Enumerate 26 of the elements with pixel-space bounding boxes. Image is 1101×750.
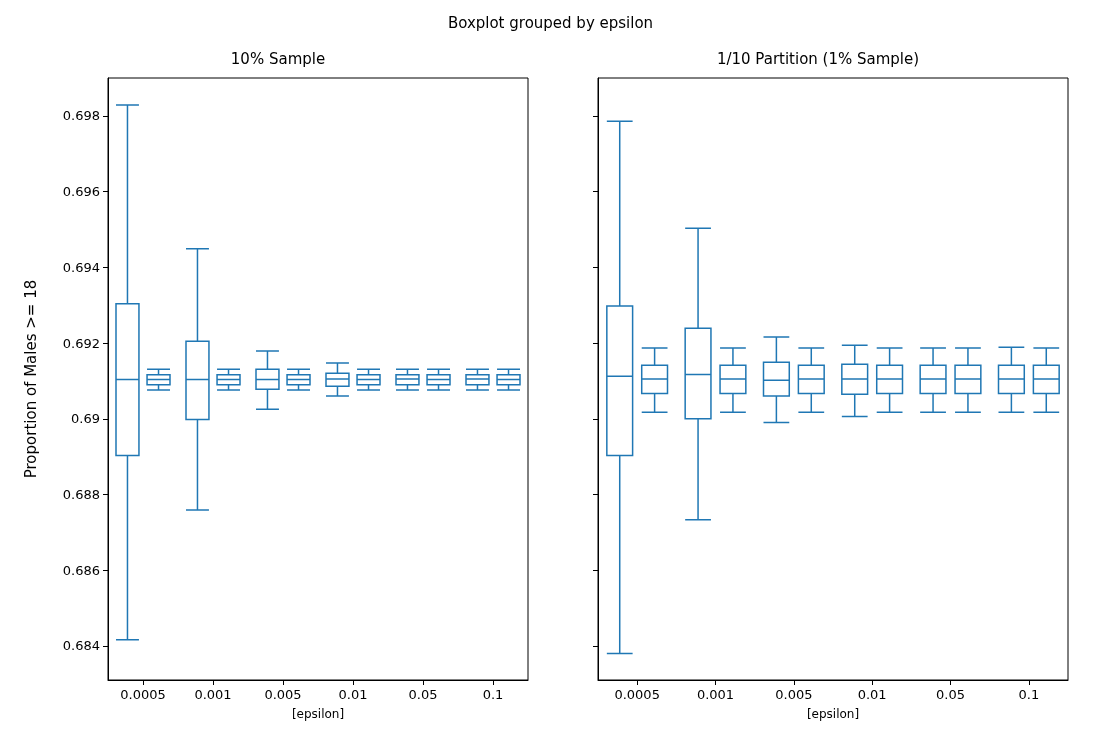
x-axis-title: [epsilon] [291,707,345,721]
x-tick-label: 0.001 [194,687,232,702]
y-tick-label: 0.688 [62,486,100,502]
x-tick-label: 0.001 [696,687,735,702]
x-tick-label: 0.005 [775,687,813,702]
x-tick-label: 0.1 [482,687,504,702]
y-tick-label: 0.686 [62,562,100,578]
y-tick-label: 0.684 [62,638,100,654]
x-tick-label: 0.0005 [120,687,166,702]
y-tick-label: 0.692 [62,335,100,351]
chart-title: 10% Sample [230,49,326,68]
x-tick-label: 0.1 [1018,687,1040,702]
x-tick-label: 0.005 [264,687,302,702]
y-tick-label: 0.694 [62,259,100,275]
x-tick-label: 0.05 [936,687,965,702]
chart-title: 1/10 Partition (1% Sample) [716,49,920,68]
text: Boxplot grouped by epsilon [447,14,654,32]
x-axis-title: [epsilon] [806,707,860,721]
x-tick-label: 0.0005 [614,687,660,702]
y-tick-label: 0.696 [62,184,100,200]
x-tick-label: 0.01 [338,687,368,702]
x-tick-label: 0.01 [857,687,887,702]
y-tick-label: 0.698 [62,108,100,124]
x-tick-label: 0.05 [408,687,438,702]
y-axis-title: Proportion of Males >= 18 [21,279,40,479]
y-tick-label: 0.69 [71,411,100,427]
